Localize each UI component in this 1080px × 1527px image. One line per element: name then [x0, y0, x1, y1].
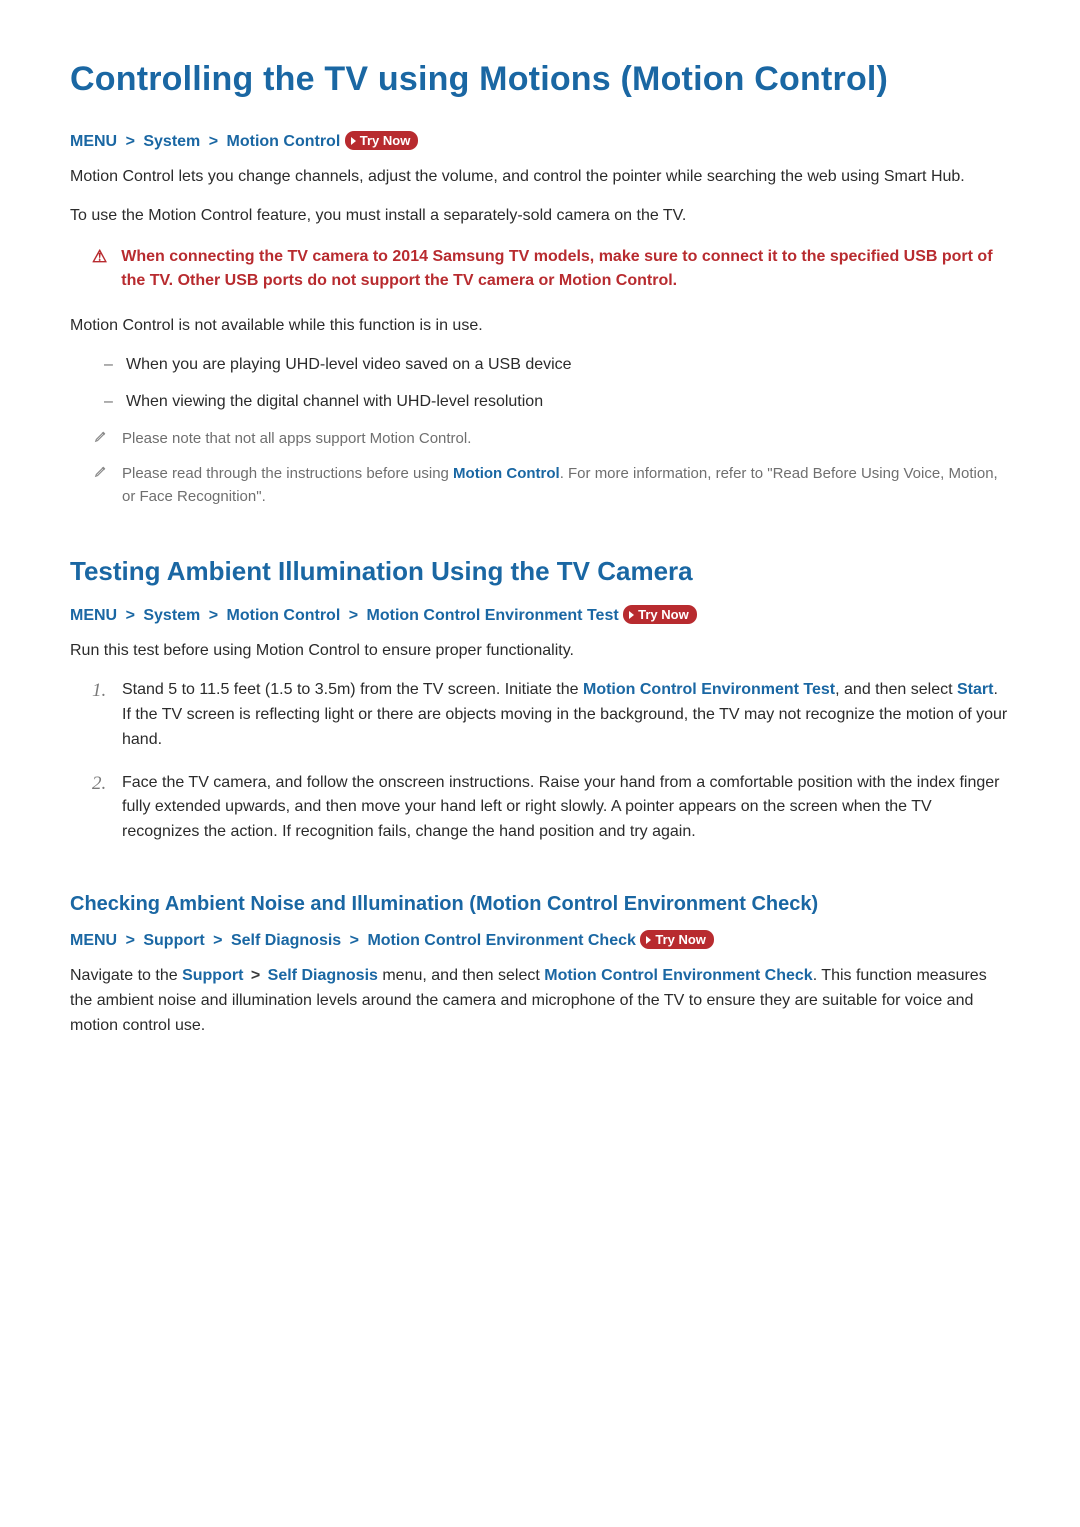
note-part: Please read through the instructions bef… [122, 465, 453, 482]
inline-link[interactable]: Support [182, 967, 243, 984]
try-now-button[interactable]: Try Now [345, 131, 419, 150]
breadcrumb-item[interactable]: System [143, 133, 200, 150]
breadcrumb-environment-check: MENU > Support > Self Diagnosis > Motion… [70, 930, 1010, 950]
chevron-right-icon: > [248, 967, 263, 984]
breadcrumb-item[interactable]: Motion Control Environment Check [367, 932, 635, 949]
page-title: Controlling the TV using Motions (Motion… [70, 60, 1010, 99]
paragraph: Motion Control lets you change channels,… [70, 165, 1010, 190]
chevron-right-icon: > [122, 932, 139, 949]
breadcrumb-environment-test: MENU > System > Motion Control > Motion … [70, 605, 1010, 625]
chevron-right-icon: > [205, 133, 222, 150]
paragraph: Run this test before using Motion Contro… [70, 639, 1010, 664]
inline-link[interactable]: Motion Control Environment Check [544, 967, 812, 984]
manual-page: Controlling the TV using Motions (Motion… [0, 0, 1080, 1527]
text-run: Navigate to the [70, 967, 182, 984]
breadcrumb-item[interactable]: Motion Control Environment Test [367, 607, 619, 624]
try-now-button[interactable]: Try Now [623, 605, 697, 624]
inline-link[interactable]: Motion Control [453, 465, 560, 482]
breadcrumb-item[interactable]: Support [143, 932, 204, 949]
note-callout: Please read through the instructions bef… [70, 462, 1010, 509]
breadcrumb-motion-control: MENU > System > Motion Control Try Now [70, 131, 1010, 151]
chevron-right-icon: > [209, 932, 226, 949]
chevron-right-icon: > [345, 607, 362, 624]
paragraph: Navigate to the Support > Self Diagnosis… [70, 964, 1010, 1038]
step-item: Stand 5 to 11.5 feet (1.5 to 3.5m) from … [92, 678, 1010, 752]
inline-link[interactable]: Motion Control Environment Test [583, 681, 835, 698]
step-item: Face the TV camera, and follow the onscr… [92, 771, 1010, 845]
paragraph: To use the Motion Control feature, you m… [70, 204, 1010, 229]
breadcrumb-item[interactable]: Motion Control [227, 607, 341, 624]
numbered-steps: Stand 5 to 11.5 feet (1.5 to 3.5m) from … [70, 678, 1010, 845]
step-text: , and then select [835, 681, 957, 698]
note-callout: Please note that not all apps support Mo… [70, 427, 1010, 450]
note-text: Please read through the instructions bef… [122, 462, 1010, 509]
text-run: menu, and then select [378, 967, 544, 984]
warning-text: When connecting the TV camera to 2014 Sa… [121, 245, 1010, 295]
list-item: When viewing the digital channel with UH… [104, 390, 1010, 415]
paragraph: Motion Control is not available while th… [70, 314, 1010, 339]
inline-link[interactable]: Self Diagnosis [268, 967, 378, 984]
chevron-right-icon: > [346, 932, 363, 949]
breadcrumb-item[interactable]: MENU [70, 133, 117, 150]
breadcrumb-item[interactable]: Motion Control [227, 133, 341, 150]
warning-icon: ⚠ [92, 247, 107, 267]
section-heading: Testing Ambient Illumination Using the T… [70, 556, 1010, 587]
bullet-list: When you are playing UHD-level video sav… [70, 353, 1010, 415]
chevron-right-icon: > [122, 607, 139, 624]
pencil-icon [94, 464, 108, 478]
list-item: When you are playing UHD-level video sav… [104, 353, 1010, 378]
chevron-right-icon: > [205, 607, 222, 624]
chevron-right-icon: > [122, 133, 139, 150]
breadcrumb-item[interactable]: MENU [70, 607, 117, 624]
step-text: Stand 5 to 11.5 feet (1.5 to 3.5m) from … [122, 681, 583, 698]
inline-link[interactable]: Start [957, 681, 993, 698]
pencil-icon [94, 429, 108, 443]
note-text: Please note that not all apps support Mo… [122, 427, 471, 450]
breadcrumb-item[interactable]: Self Diagnosis [231, 932, 341, 949]
breadcrumb-item[interactable]: System [143, 607, 200, 624]
breadcrumb-item[interactable]: MENU [70, 932, 117, 949]
warning-callout: ⚠ When connecting the TV camera to 2014 … [70, 245, 1010, 295]
try-now-button[interactable]: Try Now [640, 930, 714, 949]
subsection-heading: Checking Ambient Noise and Illumination … [70, 893, 1010, 916]
